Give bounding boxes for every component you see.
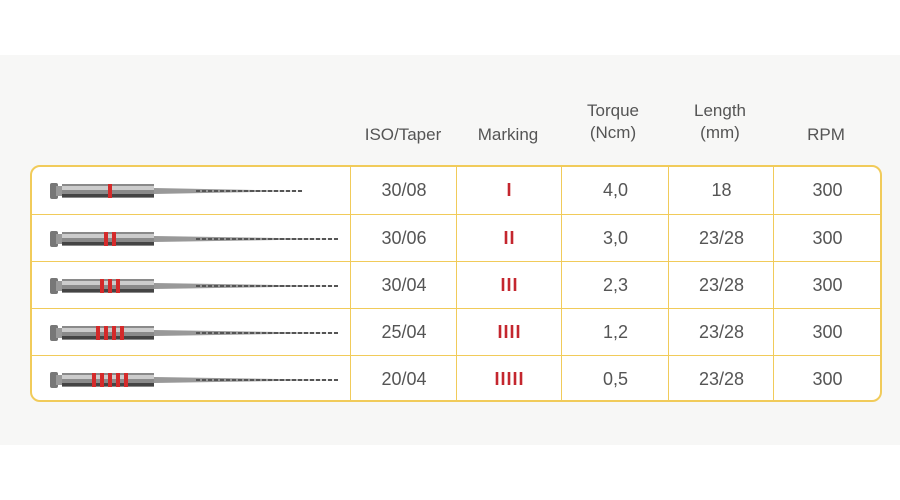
cell-torque: 2,3	[561, 262, 669, 309]
cell-iso: 25/04	[350, 309, 457, 356]
cell-rpm: 300	[773, 215, 880, 262]
header-rpm: RPM	[807, 125, 845, 144]
marking-ring	[96, 326, 100, 340]
header-iso-taper: ISO/Taper	[364, 125, 442, 144]
cell-iso: 30/04	[350, 262, 457, 309]
cell-rpm: 300	[773, 356, 880, 400]
header-length: Length (mm)	[667, 100, 773, 144]
cell-marking: IIIII	[456, 356, 562, 400]
cell-marking: III	[456, 262, 562, 309]
table-row: 25/04 IIII 1,2 23/28 300	[32, 308, 880, 356]
marking-ring	[92, 373, 96, 387]
marking-ring	[112, 326, 116, 340]
cell-iso: 30/08	[350, 167, 457, 214]
header-torque: Torque (Ncm)	[560, 100, 666, 144]
marking-ring	[120, 326, 124, 340]
marking-ring	[108, 373, 112, 387]
marking-ring	[124, 373, 128, 387]
marking-ring	[104, 232, 108, 246]
table-row: 30/06 II 3,0 23/28 300	[32, 214, 880, 262]
cell-torque: 3,0	[561, 215, 669, 262]
cell-length: 23/28	[668, 215, 774, 262]
cell-marking: IIII	[456, 309, 562, 356]
cell-marking: I	[456, 167, 562, 214]
marking-ring	[116, 373, 120, 387]
marking-ring	[104, 326, 108, 340]
cell-rpm: 300	[773, 309, 880, 356]
cell-iso: 30/06	[350, 215, 457, 262]
table-row: 30/04 III 2,3 23/28 300	[32, 261, 880, 309]
cell-torque: 1,2	[561, 309, 669, 356]
endodontic-file-icon	[50, 231, 339, 247]
cell-rpm: 300	[773, 167, 880, 214]
cell-marking: II	[456, 215, 562, 262]
header-torque-line2: (Ncm)	[589, 123, 637, 142]
marking-ring	[100, 279, 104, 293]
endodontic-file-icon	[50, 183, 304, 199]
marking-ring	[116, 279, 120, 293]
cell-torque: 4,0	[561, 167, 669, 214]
header-length-line2: (mm)	[700, 123, 740, 142]
cell-length: 23/28	[668, 262, 774, 309]
marking-ring	[112, 232, 116, 246]
header-torque-line1: Torque	[587, 101, 639, 120]
marking-ring	[100, 373, 104, 387]
cell-torque: 0,5	[561, 356, 669, 400]
cell-length: 18	[668, 167, 774, 214]
cell-length: 23/28	[668, 356, 774, 400]
header-length-line1: Length	[694, 101, 746, 120]
cell-length: 23/28	[668, 309, 774, 356]
table-row: 30/08 I 4,0 18 300	[32, 167, 880, 214]
marking-ring	[108, 184, 112, 198]
marking-ring	[108, 279, 112, 293]
header-marking: Marking	[477, 125, 539, 144]
table-row: 20/04 IIIII 0,5 23/28 300	[32, 355, 880, 400]
endodontic-file-icon	[50, 325, 339, 341]
endodontic-file-icon	[50, 372, 339, 388]
cell-rpm: 300	[773, 262, 880, 309]
cell-iso: 20/04	[350, 356, 457, 400]
file-table: 30/08 I 4,0 18 300 30/06 II 3,0 23/28 300 30/04 I…	[30, 165, 882, 402]
endodontic-file-icon	[50, 278, 339, 294]
